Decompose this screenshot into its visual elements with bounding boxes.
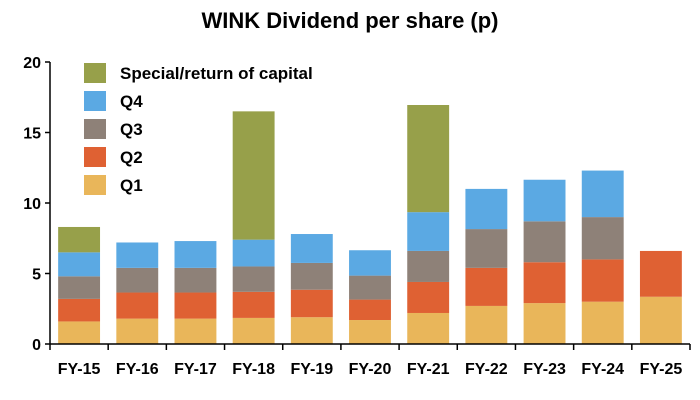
bar-fy-20-q2 (349, 299, 391, 321)
bar-fy-20-q4 (349, 250, 391, 276)
bar-fy-15-q1 (58, 321, 101, 344)
bar-fy-18-q3 (232, 266, 275, 292)
legend-swatch-q1 (84, 175, 106, 195)
y-tick-label: 0 (32, 337, 41, 354)
legend-label-q1: Q1 (120, 176, 143, 195)
bar-fy-17-q4 (174, 241, 217, 268)
x-tick-label: FY-20 (349, 361, 392, 378)
bar-fy-16-q1 (116, 318, 159, 344)
bar-fy-22-q3 (465, 229, 508, 268)
bar-fy-15-q3 (58, 276, 101, 299)
bar-fy-25-q1 (639, 296, 682, 344)
bar-fy-25-q2 (639, 250, 682, 297)
bar-fy-19-q2 (290, 289, 333, 318)
bar-fy-23-q3 (523, 221, 566, 263)
y-tick-label: 15 (23, 126, 41, 143)
bar-fy-16-q4 (116, 242, 159, 268)
bar-fy-15-q2 (58, 298, 101, 322)
bar-fy-17-q3 (174, 267, 217, 293)
bar-fy-20-q3 (349, 275, 391, 300)
legend-swatch-q3 (84, 119, 106, 139)
legend-label-q4: Q4 (120, 92, 143, 111)
axes-group: 0 5 10 15 20 FY-15 FY-16 FY-17 FY-18 FY-19 FY-20 FY… (23, 55, 691, 378)
bar-fy-20-q1 (349, 320, 391, 344)
bar-fy-24-q4 (581, 170, 624, 218)
bars-group (58, 105, 682, 344)
bar-fy-18-q4 (232, 239, 275, 267)
bar-fy-16-q3 (116, 267, 159, 293)
bar-fy-22-q1 (465, 305, 508, 344)
bar-fy-22-q4 (465, 188, 508, 230)
bar-fy-21-q1 (407, 312, 450, 344)
bar-fy-15-q4 (58, 252, 101, 277)
x-tick-label: FY-21 (407, 361, 450, 378)
legend-swatch-special-return-of-capital (84, 63, 106, 83)
bar-fy-23-q4 (523, 179, 566, 222)
y-tick-label: 10 (23, 196, 41, 213)
bar-fy-21-special-return-of-capital (407, 105, 450, 213)
bar-fy-23-q2 (523, 262, 566, 304)
x-tick-label: FY-15 (58, 361, 101, 378)
bar-fy-19-q1 (290, 317, 333, 344)
x-tick-label: FY-17 (174, 361, 217, 378)
bar-fy-18-q1 (232, 317, 275, 344)
bar-fy-18-special-return-of-capital (232, 111, 275, 240)
bar-fy-15-special-return-of-capital (58, 226, 101, 253)
chart-title: WINK Dividend per share (p) (201, 8, 499, 33)
bar-fy-16-q2 (116, 292, 159, 319)
bar-fy-17-q2 (174, 292, 217, 319)
legend-label-special-return-of-capital: Special/return of capital (120, 64, 313, 83)
x-tick-label: FY-22 (465, 361, 508, 378)
bar-fy-21-q3 (407, 250, 450, 282)
x-tick-label: FY-16 (116, 361, 159, 378)
bar-fy-23-q1 (523, 303, 566, 344)
bar-fy-24-q1 (581, 301, 624, 344)
bar-fy-24-q2 (581, 259, 624, 302)
bar-fy-19-q4 (290, 234, 333, 263)
bar-fy-24-q3 (581, 217, 624, 260)
bar-fy-22-q2 (465, 267, 508, 306)
y-tick-label: 20 (23, 55, 41, 72)
legend-swatch-q4 (84, 91, 106, 111)
bar-fy-19-q3 (290, 262, 333, 290)
x-tick-label: FY-18 (232, 361, 275, 378)
y-tick-label: 5 (32, 267, 41, 284)
x-tick-label: FY-25 (640, 361, 683, 378)
x-tick-label: FY-23 (523, 361, 566, 378)
legend-label-q2: Q2 (120, 148, 143, 167)
legend-swatch-q2 (84, 147, 106, 167)
x-tick-label: FY-24 (581, 361, 624, 378)
legend: Special/return of capital Q4 Q3 Q2 Q1 (84, 63, 313, 195)
bar-fy-18-q2 (232, 291, 275, 318)
legend-label-q3: Q3 (120, 120, 143, 139)
x-tick-label: FY-19 (290, 361, 333, 378)
bar-fy-17-q1 (174, 318, 217, 344)
bar-fy-21-q4 (407, 212, 450, 251)
bar-fy-21-q2 (407, 281, 450, 313)
